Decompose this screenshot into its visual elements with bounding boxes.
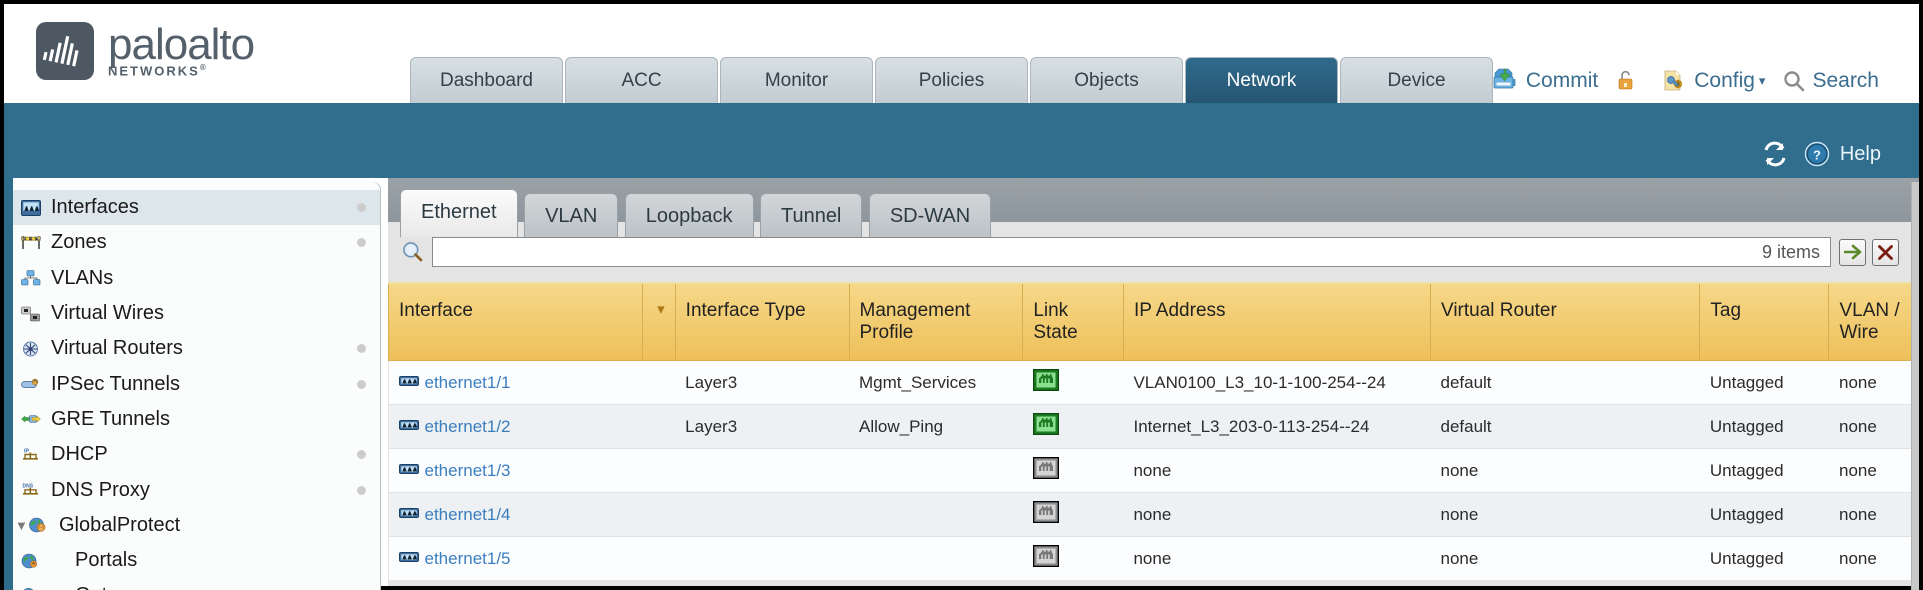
svg-text:DNS: DNS <box>23 484 34 490</box>
svg-text:?: ? <box>1813 148 1821 163</box>
svg-text:IP: IP <box>24 448 30 454</box>
